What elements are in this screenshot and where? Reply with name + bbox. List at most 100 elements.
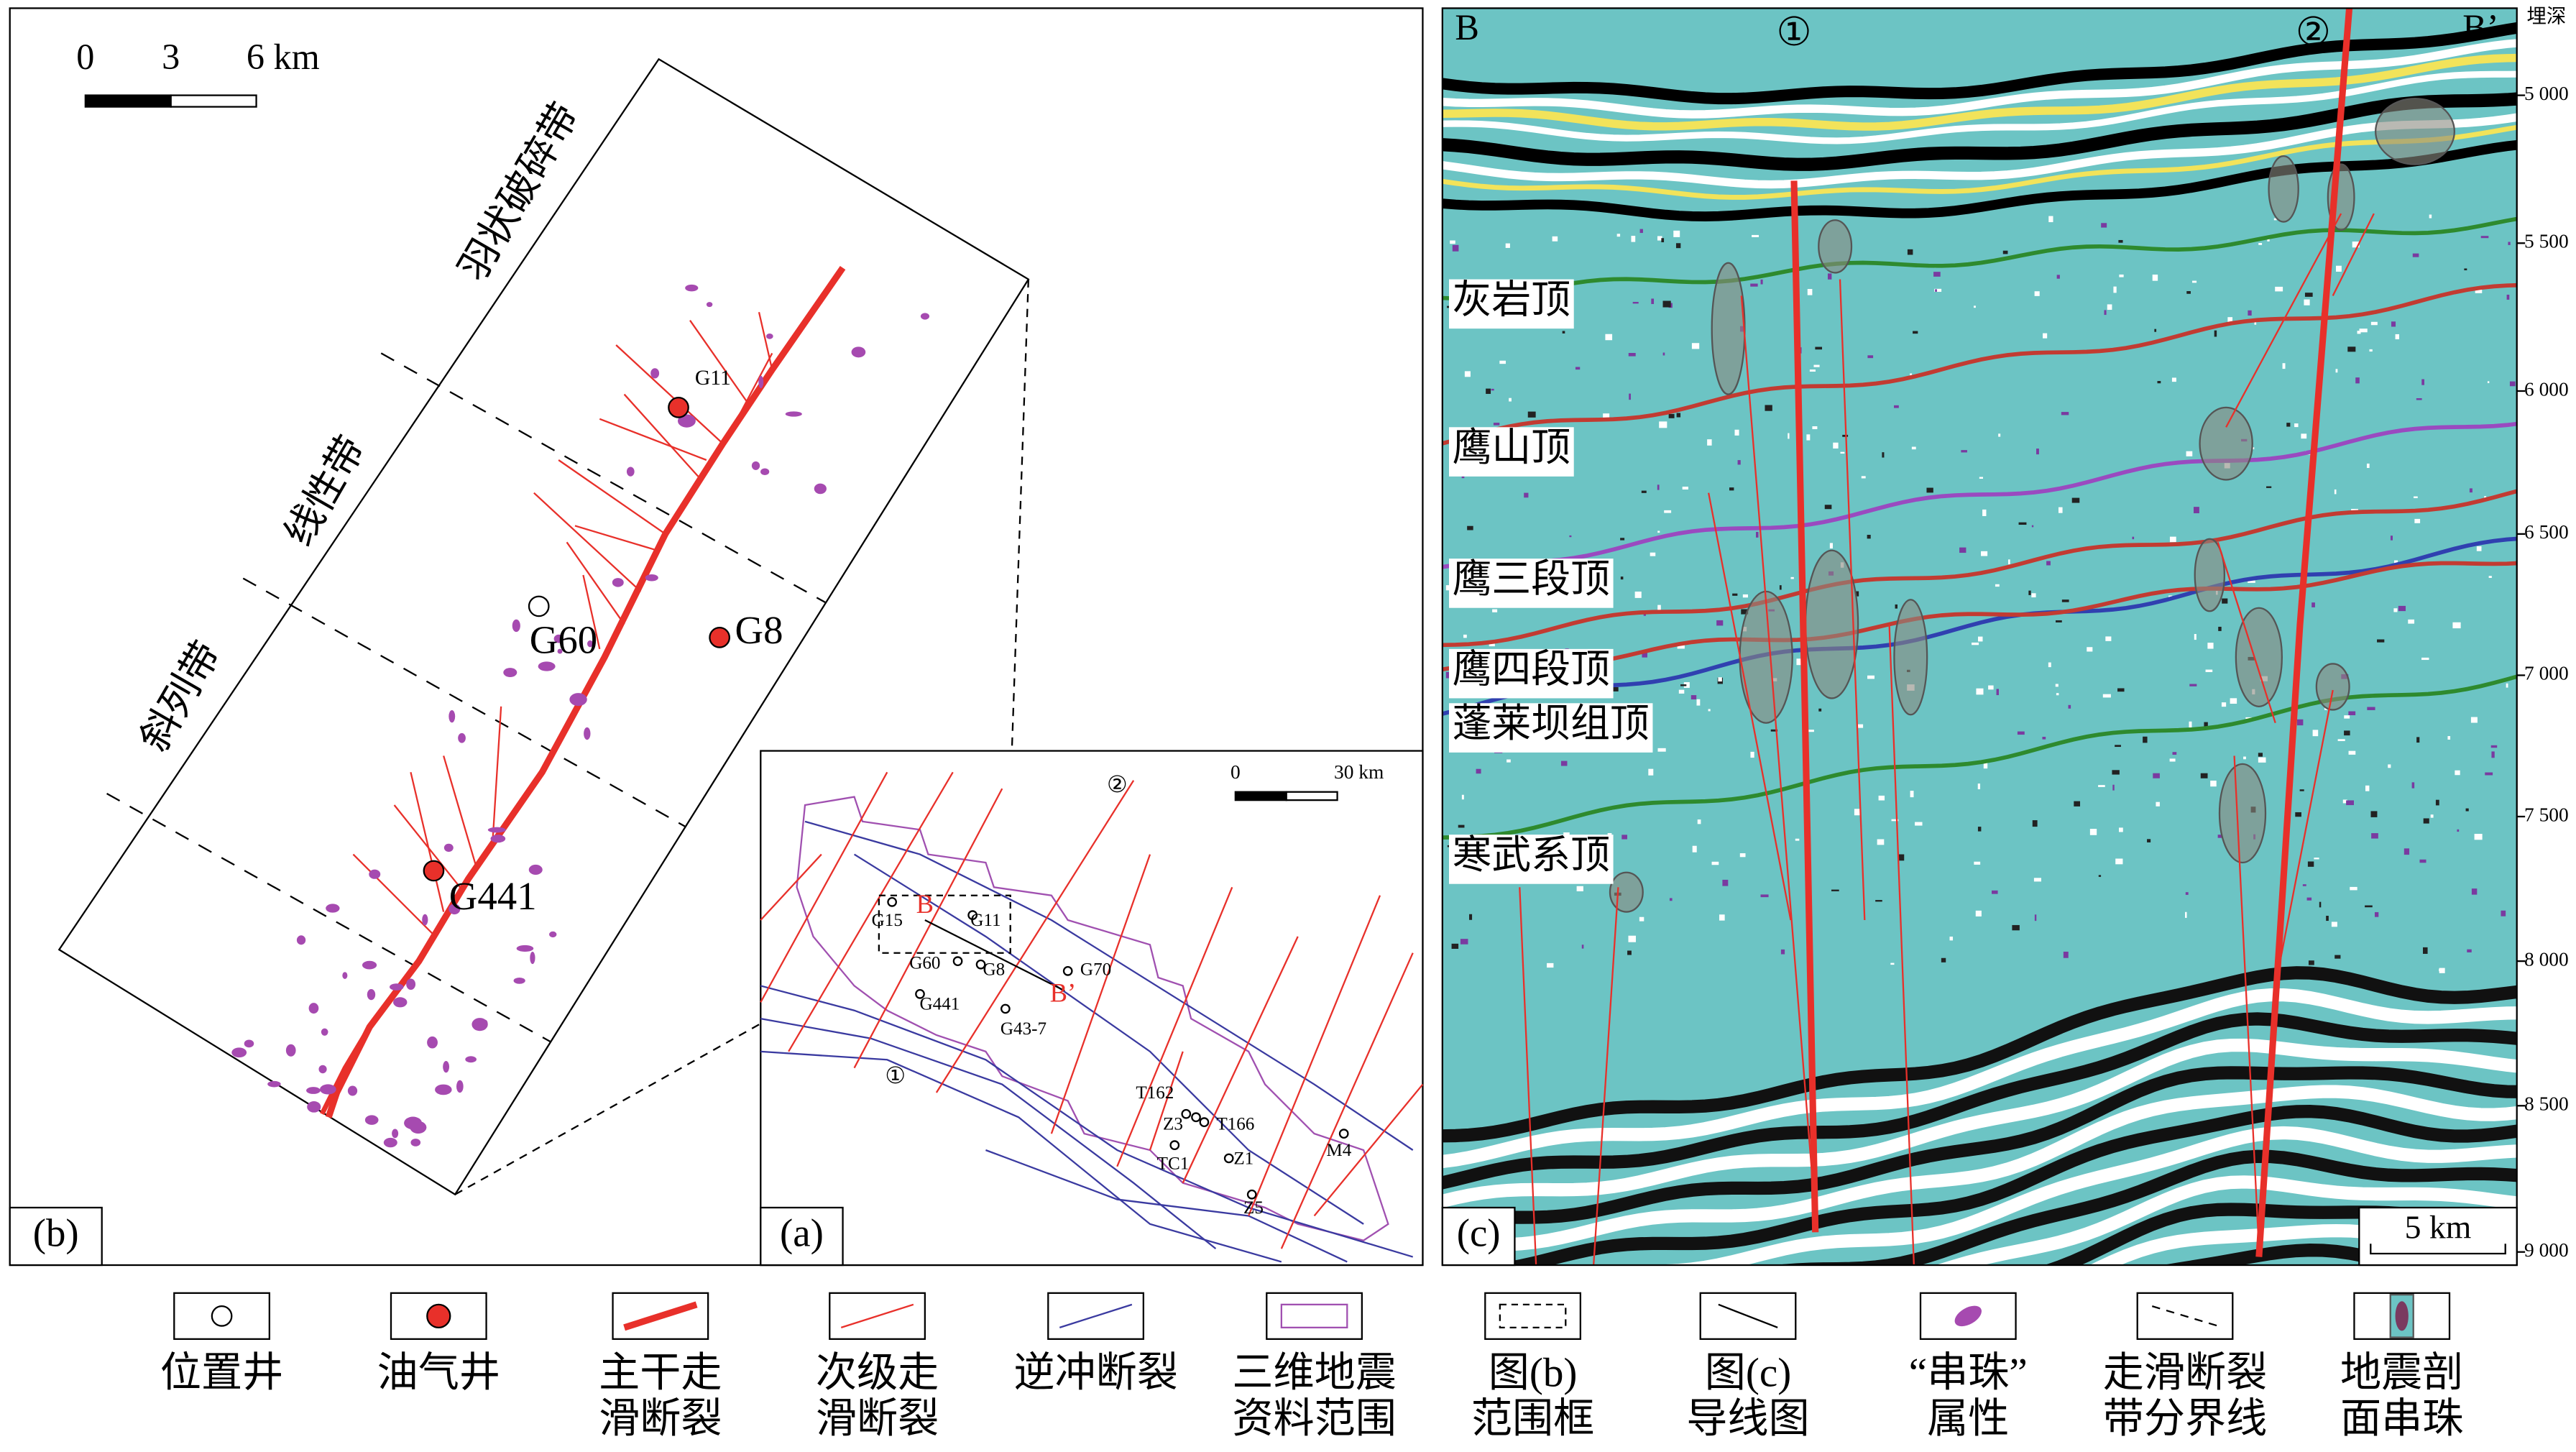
seismic-speckle [1974,861,1981,865]
secondary-fault [574,525,658,551]
reflector [2162,1244,2517,1265]
seismic-speckle [2485,772,2493,776]
well-label: G11 [970,911,1000,930]
well-label: TC1 [1157,1154,1190,1173]
seismic-speckle [1760,279,1763,285]
reflector [2089,1223,2517,1265]
bead-attribute [569,693,587,707]
secondary-fault [1313,1083,1424,1217]
seismic-speckle [2422,947,2428,954]
seismic-speckle [1657,748,1666,752]
seismic-speckle [1861,476,1866,479]
bead-attribute [650,368,660,379]
seismic-speckle [2416,398,2422,400]
seismic-speckle [1463,634,1467,638]
seismic-speckle [2506,683,2508,688]
seismic-speckle [1815,346,1823,350]
seismic-speckle [2447,736,2451,740]
well-marker [967,910,978,920]
seismic-speckle [1875,900,1882,902]
seismic-speckle [2248,580,2255,583]
secondary-fault [492,706,502,838]
seismic-speckle [1460,939,1468,945]
legend-icon [2151,1305,2219,1327]
seismic-speckle [2319,901,2322,908]
legend-icon [1059,1303,1133,1328]
seismic-speckle [2117,688,2125,692]
seismic-speckle [1790,576,1794,579]
seismic-speckle [2334,955,2341,959]
seismic-speckle [1750,751,1754,758]
seismic-speckle [1661,238,1665,243]
scale-label: 5 km [2405,1208,2472,1245]
seismic-speckle [1562,331,1565,334]
secondary-fault [788,771,954,1052]
seismic-speckle [2452,622,2461,629]
seismic-speckle [1756,532,1759,538]
seismic-speckle [1458,824,1465,828]
horizon-label: 鹰山顶 [1453,426,1571,469]
seismic-speckle [2275,286,2283,292]
legend-label: 面串珠 [2340,1397,2463,1442]
seismic-speckle [1739,853,1746,858]
seismic-speckle [2118,827,2123,832]
well-label: Z3 [1163,1114,1183,1134]
seismic-speckle [2028,590,2031,595]
seismic-speckle [1452,244,1459,252]
seismic-speckle [2487,381,2490,384]
seismic-speckle [1911,446,1916,450]
seismic-speckle [2186,291,2191,294]
seismic-speckle [1941,957,1946,962]
bead-attribute [244,1039,254,1048]
secondary-fault [393,804,461,888]
seismic-speckle [2221,702,2227,707]
seismic-speckle [2509,381,2516,387]
horizon-label-bg [1449,559,1614,608]
seismic-speckle [1662,352,1665,356]
seismic-speckle [1877,839,1885,845]
seismic-speckle [1729,487,1734,491]
seismic-bead [2375,97,2455,165]
seismic-speckle [1742,594,1748,598]
seismic-speckle [1576,886,1583,891]
legend-box [173,1292,270,1340]
seismic-speckle [2342,799,2347,804]
legend-label: 范围框 [1471,1397,1594,1442]
bead-attribute [448,904,461,915]
seismic-speckle [2036,449,2039,455]
bead-attribute [231,1047,247,1058]
secondary-fault [623,393,699,477]
bead-attribute [751,461,760,470]
seismic-bead [1804,549,1859,699]
secondary-fault [1888,624,1915,1265]
seismic-speckle [2012,924,2020,931]
seismic-speckle [1890,962,1895,965]
seismic-bead [1818,219,1853,274]
seismic-speckle [2286,423,2291,427]
seismic-speckle [1563,832,1570,837]
seismic-speckle [2282,363,2286,369]
panel-frame [1441,7,2518,1267]
seismic-speckle [1972,642,1979,645]
seismic-speckle [1719,914,1725,921]
seismic-speckle [2348,750,2356,755]
seismic-speckle [2147,839,2151,842]
seismic-speckle [1493,423,1500,426]
secondary-fault [615,344,724,444]
seismic-speckle [1831,889,1839,891]
seismic-speckle [2470,717,2478,723]
seismic-speckle [2251,447,2255,450]
seismic-speckle [1894,405,1899,408]
seismic-speckle [2204,722,2208,728]
seismic-speckle [2056,693,2059,696]
seismic-speckle [1445,671,1452,679]
seismic-speckle [2031,525,2034,528]
seismic-speckle [2324,707,2328,710]
scale-label: 3 [162,37,180,77]
bead-attribute [503,668,518,677]
seismic-speckle [2464,268,2467,271]
seismic-speckle [1895,604,1898,609]
bead-attribute [307,1101,321,1113]
reflector [1442,1085,2517,1252]
secondary-fault [1280,952,1414,1249]
